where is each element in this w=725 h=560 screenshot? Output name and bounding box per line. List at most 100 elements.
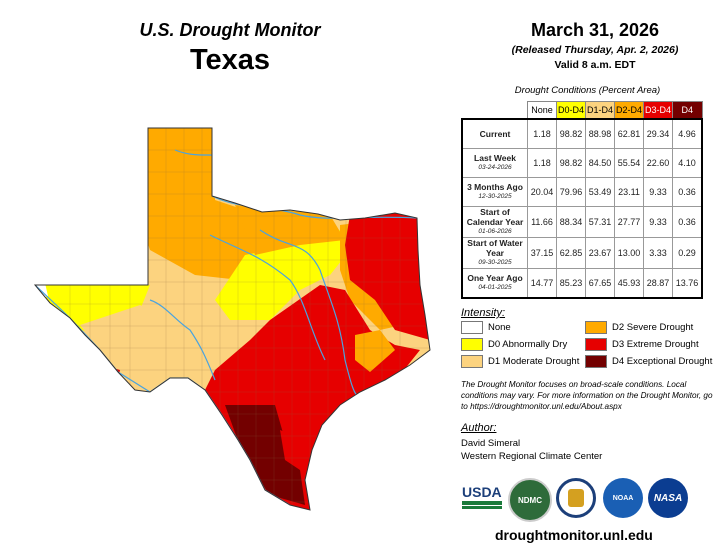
table-cell: 14.77 xyxy=(527,268,557,299)
table-cell: 57.31 xyxy=(585,206,615,238)
legend-item: D2 Severe Drought xyxy=(585,321,693,334)
table-caption: Drought Conditions (Percent Area) xyxy=(514,85,661,96)
legend-swatch xyxy=(585,338,607,351)
table-cell: 23.67 xyxy=(585,237,615,269)
row-label: Start of Calendar Year 01-06-2026 xyxy=(461,206,528,238)
table-cell: 13.00 xyxy=(614,237,644,269)
row-label-text: Start of Calendar Year xyxy=(466,207,524,227)
author-heading: Author: xyxy=(461,422,497,434)
ndmc-text: NDMC xyxy=(518,495,542,505)
table-cell: 1.18 xyxy=(527,118,557,149)
row-date: 09-30-2025 xyxy=(478,259,512,266)
row-label: One Year Ago 04-01-2025 xyxy=(461,268,528,299)
noaa-text: NOAA xyxy=(612,494,634,502)
row-label: Current xyxy=(461,118,528,149)
disclaimer-note: The Drought Monitor focuses on broad-sca… xyxy=(461,380,713,411)
column-header: None xyxy=(527,101,557,120)
usda-text: USDA xyxy=(462,484,502,500)
row-label-text: Start of Water Year xyxy=(467,238,523,258)
legend-item: D0 Abnormally Dry xyxy=(461,338,567,351)
legend-swatch xyxy=(461,355,483,368)
table-cell: 98.82 xyxy=(556,118,586,149)
usda-logo: USDA xyxy=(462,484,502,514)
table-cell: 9.33 xyxy=(643,177,673,207)
column-header: D2-D4 xyxy=(614,101,644,120)
legend-item: D4 Exceptional Drought xyxy=(585,355,712,368)
table-cell: 62.81 xyxy=(614,118,644,149)
table-cell: 85.23 xyxy=(556,268,586,299)
row-label: Last Week 03-24-2026 xyxy=(461,148,528,178)
row-date: 12-30-2025 xyxy=(478,193,512,200)
d2-panhandle xyxy=(140,128,265,280)
row-label-text: Last Week xyxy=(474,153,516,163)
d0-central xyxy=(215,230,350,320)
drought-conditions-table: None D0-D4 D1-D4 D2-D4 D3-D4 D4 Current 1.18 98… xyxy=(461,101,703,299)
row-date: 03-24-2026 xyxy=(478,164,512,171)
legend-title: Intensity: xyxy=(461,307,506,319)
row-label-text: One Year Ago xyxy=(467,273,523,283)
legend-swatch xyxy=(461,338,483,351)
legend-item: D3 Extreme Drought xyxy=(585,338,699,351)
row-label: 3 Months Ago 12-30-2025 xyxy=(461,177,528,207)
table-cell: 67.65 xyxy=(585,268,615,299)
table-row: Start of Calendar Year 01-06-2026 11.66 88.… xyxy=(461,206,703,238)
author-info: David Simeral Western Regional Climate C… xyxy=(461,437,602,463)
d1-west xyxy=(80,305,175,360)
legend-label: D4 Exceptional Drought xyxy=(612,356,713,367)
table-cell: 53.49 xyxy=(585,177,615,207)
row-label-text: 3 Months Ago xyxy=(467,182,523,192)
row-label-text: Current xyxy=(479,129,511,139)
nasa-logo: NASA xyxy=(648,478,688,518)
texas-map xyxy=(34,127,431,511)
table-row: 3 Months Ago 12-30-2025 20.04 79.96 53.49 23.… xyxy=(461,177,703,207)
row-date: 01-06-2026 xyxy=(478,228,512,235)
nasa-text: NASA xyxy=(653,492,683,504)
table-cell: 1.18 xyxy=(527,148,557,178)
table-row: Current 1.18 98.82 88.98 62.81 29.34 4.96 xyxy=(461,118,703,149)
legend-swatch xyxy=(585,355,607,368)
legend-item: None xyxy=(461,321,511,334)
table-cell: 55.54 xyxy=(614,148,644,178)
doc-seal-logo xyxy=(556,478,596,518)
table-cell: 37.15 xyxy=(527,237,557,269)
legend-label: D2 Severe Drought xyxy=(612,322,694,333)
table-cell: 98.82 xyxy=(556,148,586,178)
table-cell: 11.66 xyxy=(527,206,557,238)
table-cell: 84.50 xyxy=(585,148,615,178)
legend-label: None xyxy=(488,322,511,333)
table-cell: 22.60 xyxy=(643,148,673,178)
row-label: Start of Water Year 09-30-2025 xyxy=(461,237,528,269)
table-row: Last Week 03-24-2026 1.18 98.82 84.50 55.54 22… xyxy=(461,148,703,178)
table-cell: 29.34 xyxy=(643,118,673,149)
table-cell: 23.11 xyxy=(614,177,644,207)
table-cell: 0.36 xyxy=(672,206,703,238)
column-header: D1-D4 xyxy=(585,101,615,120)
legend-swatch xyxy=(461,321,483,334)
table-cell: 4.10 xyxy=(672,148,703,178)
d2-houston xyxy=(355,330,395,372)
table-row: One Year Ago 04-01-2025 14.77 85.23 67.65 45.… xyxy=(461,268,703,299)
table-cell: 3.33 xyxy=(643,237,673,269)
legend-label: D1 Moderate Drought xyxy=(488,356,580,367)
county-grid xyxy=(35,128,430,510)
author-org: Western Regional Climate Center xyxy=(461,451,603,462)
table-cell: 0.29 xyxy=(672,237,703,269)
valid-time: Valid 8 a.m. EDT xyxy=(554,59,636,71)
release-date: (Released Thursday, Apr. 2, 2026) xyxy=(511,44,679,56)
table-cell: 9.33 xyxy=(643,206,673,238)
column-header: D4 xyxy=(672,101,703,120)
legend-item: D1 Moderate Drought xyxy=(461,355,579,368)
legend-label: D0 Abnormally Dry xyxy=(488,339,568,350)
author-name: David Simeral xyxy=(461,438,521,449)
ndmc-logo: NDMC xyxy=(508,478,552,522)
table-cell: 88.98 xyxy=(585,118,615,149)
table-cell: 27.77 xyxy=(614,206,644,238)
table-cell: 20.04 xyxy=(527,177,557,207)
column-header: D3-D4 xyxy=(643,101,673,120)
column-header: D0-D4 xyxy=(556,101,586,120)
website-link[interactable]: droughtmonitor.unl.edu xyxy=(495,527,653,543)
noaa-logo: NOAA xyxy=(603,478,643,518)
state-name: Texas xyxy=(189,44,271,76)
table-cell: 62.85 xyxy=(556,237,586,269)
